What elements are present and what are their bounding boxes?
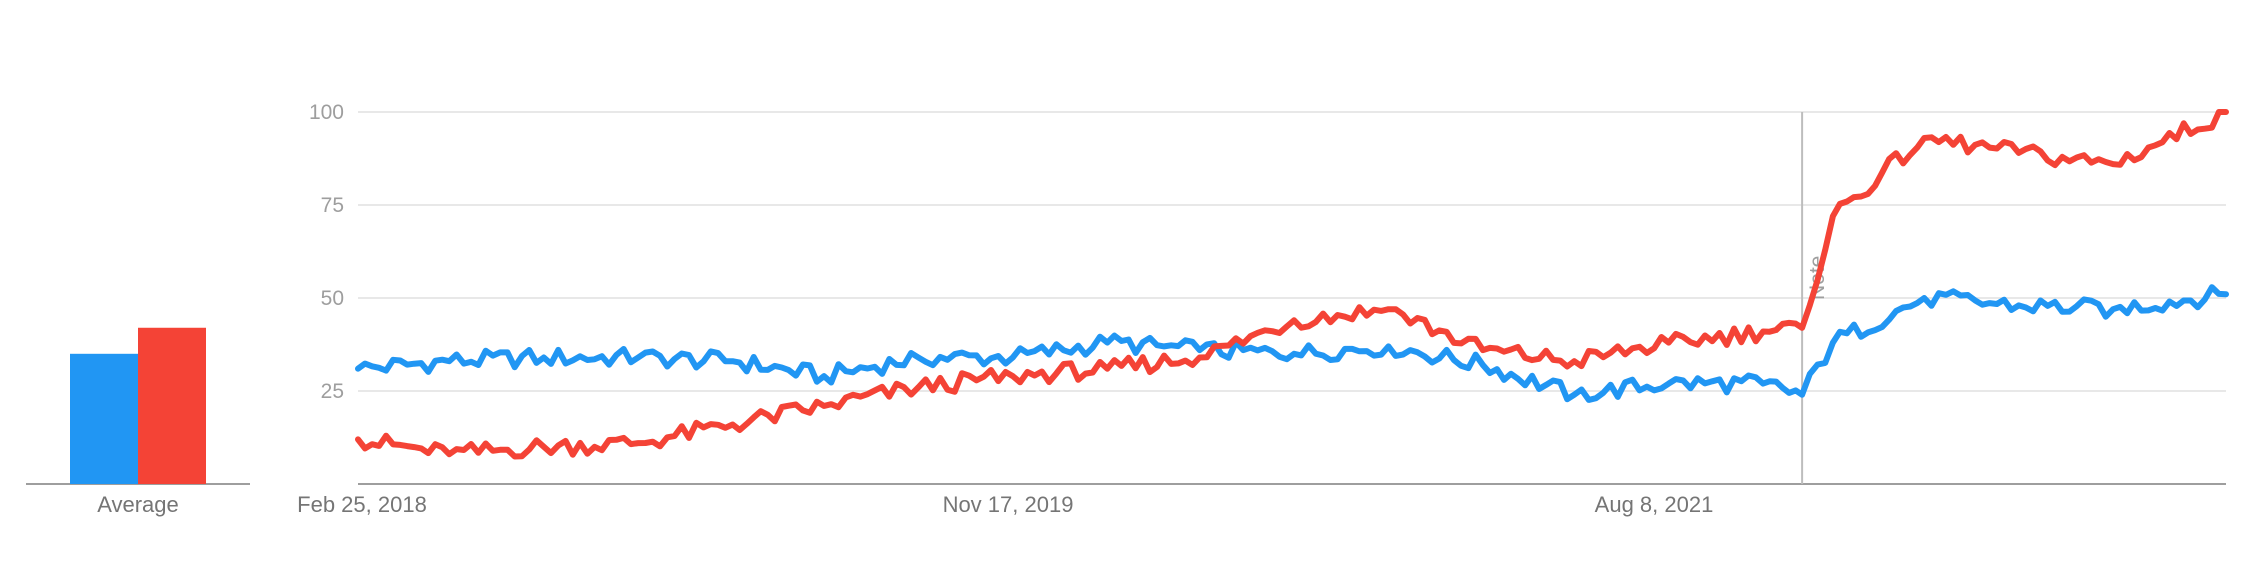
average-label: Average [97,492,179,517]
x-tick-label: Feb 25, 2018 [297,492,427,517]
y-axis-ticks: 25 50 75 100 [309,101,344,403]
y-tick-label: 75 [321,194,344,217]
series-lines [355,109,2229,460]
series-line-2[interactable] [355,109,2229,460]
x-axis-ticks: Feb 25, 2018 Nov 17, 2019 Aug 8, 2021 [297,492,1713,517]
grid-lines [358,111,2226,392]
x-tick-label: Nov 17, 2019 [943,492,1074,517]
y-tick-label: 50 [321,287,344,310]
y-tick-label: 25 [321,380,344,403]
note-annotation[interactable]: Note [1801,112,1829,484]
series-line-1[interactable] [355,284,2229,403]
average-bar-panel: Average [26,327,250,517]
average-bar-series-2[interactable] [138,327,206,484]
y-tick-label: 100 [309,101,344,124]
x-tick-label: Aug 8, 2021 [1595,492,1714,517]
average-bar-series-1[interactable] [70,353,138,484]
